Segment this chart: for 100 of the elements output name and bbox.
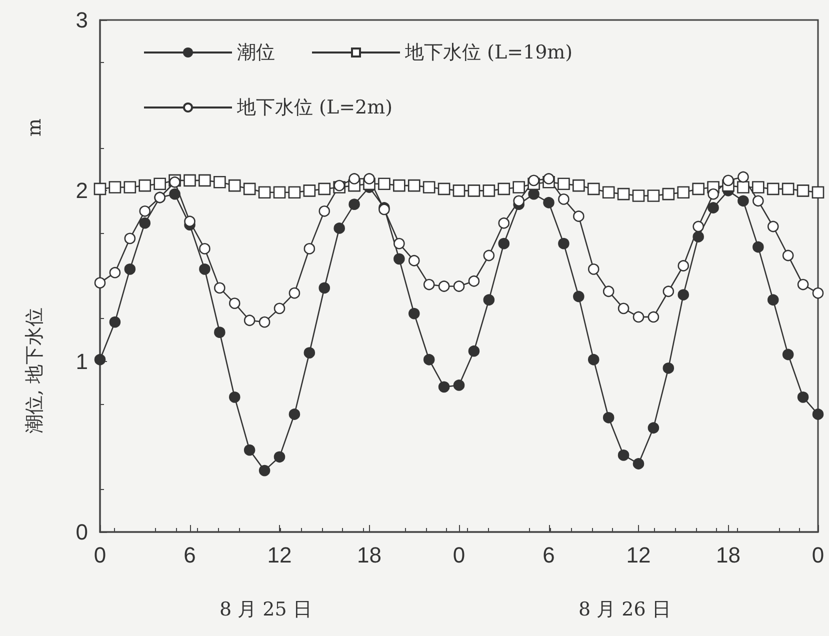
point <box>364 173 375 184</box>
point <box>228 298 240 309</box>
point <box>408 179 420 192</box>
point <box>468 345 480 357</box>
point <box>812 186 824 199</box>
x-tick-label: 0 <box>812 542 824 568</box>
point <box>453 380 465 391</box>
point <box>318 282 330 294</box>
point <box>678 260 690 272</box>
point <box>662 362 674 374</box>
point <box>737 181 750 194</box>
point <box>632 190 645 202</box>
point <box>782 182 794 196</box>
point <box>752 241 764 253</box>
point <box>797 278 809 290</box>
point <box>648 311 660 323</box>
point <box>214 176 226 188</box>
point <box>602 286 614 298</box>
point <box>468 184 480 197</box>
x-tick-label: 0 <box>94 542 106 568</box>
point <box>139 206 151 217</box>
point <box>408 254 420 266</box>
legend-label: 潮位 <box>237 42 275 64</box>
point <box>423 278 435 290</box>
point <box>738 195 749 207</box>
point <box>154 178 166 190</box>
point <box>348 173 360 184</box>
point <box>438 182 450 196</box>
point <box>198 174 211 187</box>
point <box>228 179 241 192</box>
point <box>258 316 270 328</box>
point <box>618 450 630 461</box>
point <box>752 195 764 207</box>
point <box>378 178 390 190</box>
point <box>812 408 824 420</box>
point <box>109 316 121 328</box>
point <box>334 222 345 234</box>
point <box>632 458 644 470</box>
point <box>632 311 644 323</box>
point <box>602 186 615 199</box>
point <box>438 280 450 292</box>
point <box>558 238 570 250</box>
point <box>512 181 525 194</box>
point <box>94 354 106 366</box>
point <box>94 182 106 196</box>
point <box>288 186 301 199</box>
point <box>139 217 151 229</box>
point <box>423 354 435 366</box>
point <box>752 181 764 194</box>
point <box>602 412 614 424</box>
point <box>288 408 300 420</box>
point <box>767 220 779 232</box>
point <box>109 266 121 278</box>
point <box>708 202 719 214</box>
point <box>617 188 630 200</box>
point <box>394 238 405 250</box>
point <box>318 206 330 217</box>
point <box>438 381 450 393</box>
point <box>662 286 674 298</box>
point <box>572 179 585 192</box>
point <box>214 282 226 294</box>
point <box>244 314 256 326</box>
point <box>618 302 630 314</box>
point <box>453 280 465 292</box>
point <box>708 188 719 200</box>
point <box>483 250 495 262</box>
point <box>408 308 420 320</box>
point <box>588 264 600 275</box>
point <box>543 196 554 208</box>
point <box>498 182 510 196</box>
point <box>498 217 510 229</box>
point <box>482 184 496 197</box>
point <box>558 194 570 205</box>
point <box>274 302 286 314</box>
point <box>243 182 256 196</box>
point <box>722 174 734 186</box>
point <box>797 392 809 403</box>
point <box>766 182 780 196</box>
x-tick-label: 18 <box>716 542 740 568</box>
point <box>573 210 584 222</box>
point <box>483 294 495 306</box>
point <box>348 198 360 210</box>
point <box>767 294 779 306</box>
legend-label: 地下水位 (L=2m) <box>236 96 393 118</box>
point <box>258 186 271 199</box>
point <box>214 326 226 338</box>
point <box>124 232 136 244</box>
point <box>647 190 660 202</box>
x-tick-label: 12 <box>626 542 651 568</box>
point <box>422 181 436 194</box>
x-tick-label: 12 <box>267 542 292 568</box>
point <box>738 171 749 183</box>
point <box>393 179 406 192</box>
point <box>677 186 690 199</box>
x-tick-label: 18 <box>357 542 382 568</box>
point <box>228 392 240 403</box>
point <box>273 186 286 199</box>
legend-label: 地下水位 (L=19m) <box>404 42 573 64</box>
point <box>498 238 510 250</box>
x-tick-label: 6 <box>184 542 196 568</box>
